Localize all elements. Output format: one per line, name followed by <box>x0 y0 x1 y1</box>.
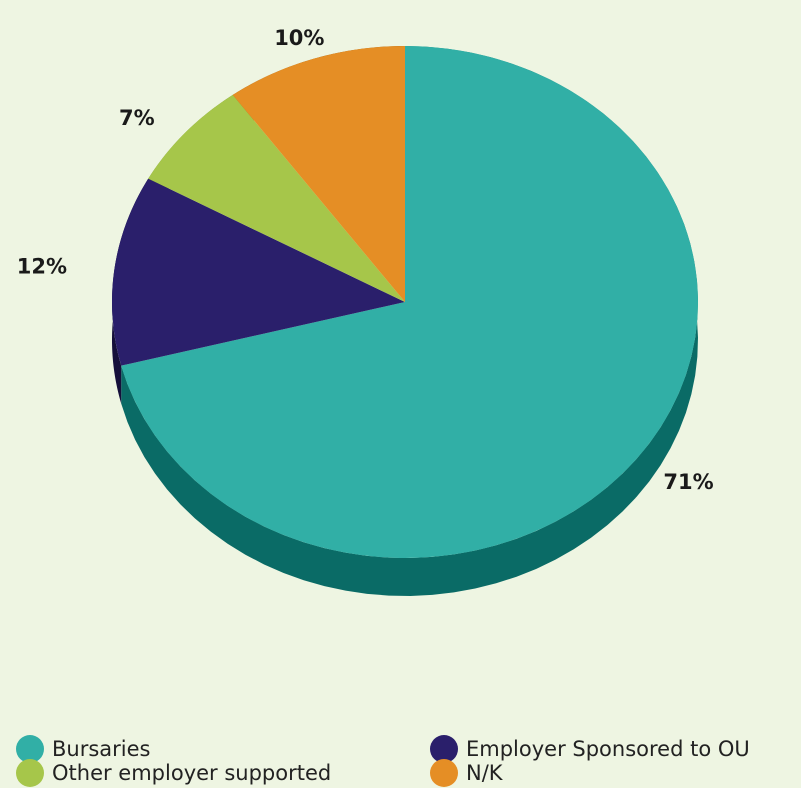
data-label: 10% <box>274 26 324 50</box>
legend-swatch <box>430 759 458 787</box>
data-label: 7% <box>119 106 155 130</box>
legend-label: Other employer supported <box>52 761 331 785</box>
slice <box>121 46 699 559</box>
legend-swatch <box>16 759 44 787</box>
data-label: 71% <box>663 470 713 494</box>
legend-label: Employer Sponsored to OU <box>466 737 750 761</box>
data-label: 12% <box>17 254 67 278</box>
slice <box>148 94 406 302</box>
legend-label: N/K <box>466 761 504 785</box>
legend-label: Bursaries <box>52 737 151 761</box>
legend-swatch <box>430 735 458 763</box>
legend-swatch <box>16 735 44 763</box>
slice <box>232 46 405 302</box>
slice <box>112 178 406 366</box>
